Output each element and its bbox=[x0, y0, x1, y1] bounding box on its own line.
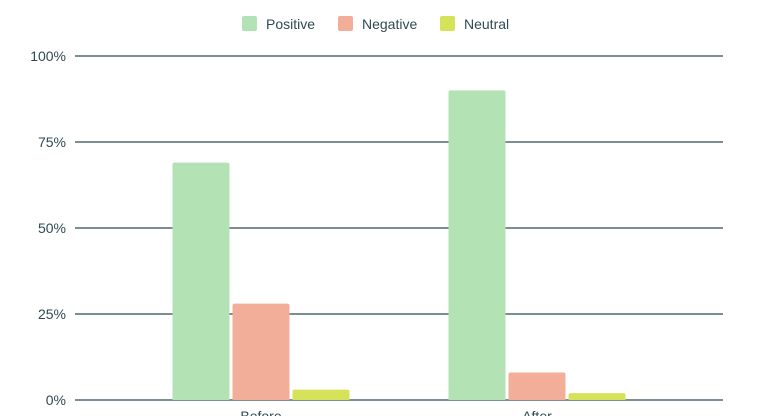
legend-label-negative: Negative bbox=[362, 16, 417, 32]
y-tick-label: 100% bbox=[30, 48, 66, 64]
grid-layer bbox=[75, 55, 723, 401]
legend-label-positive: Positive bbox=[266, 16, 315, 32]
y-tick-label: 50% bbox=[38, 220, 66, 236]
legend-swatch-negative bbox=[338, 16, 353, 31]
legend-label-neutral: Neutral bbox=[464, 16, 509, 32]
legend-swatch-neutral bbox=[440, 16, 455, 31]
bar-neutral-before bbox=[292, 389, 350, 400]
y-tick-label: 0% bbox=[46, 392, 66, 408]
bar-negative-before bbox=[232, 303, 290, 400]
legend-swatch-positive bbox=[242, 16, 257, 31]
bar-positive-after bbox=[448, 90, 506, 401]
label-layer: 0% 25% 50% 75% 100% Before After bbox=[30, 48, 552, 416]
y-tick-label: 25% bbox=[38, 306, 66, 322]
x-tick-label: Before bbox=[240, 408, 281, 416]
bar-layer bbox=[172, 90, 626, 401]
x-tick-label: After bbox=[522, 408, 552, 416]
legend: Positive Negative Neutral bbox=[242, 16, 509, 32]
bar-neutral-after bbox=[568, 393, 626, 400]
y-tick-label: 75% bbox=[38, 134, 66, 150]
bar-negative-after bbox=[508, 372, 566, 400]
bar-positive-before bbox=[172, 162, 230, 400]
